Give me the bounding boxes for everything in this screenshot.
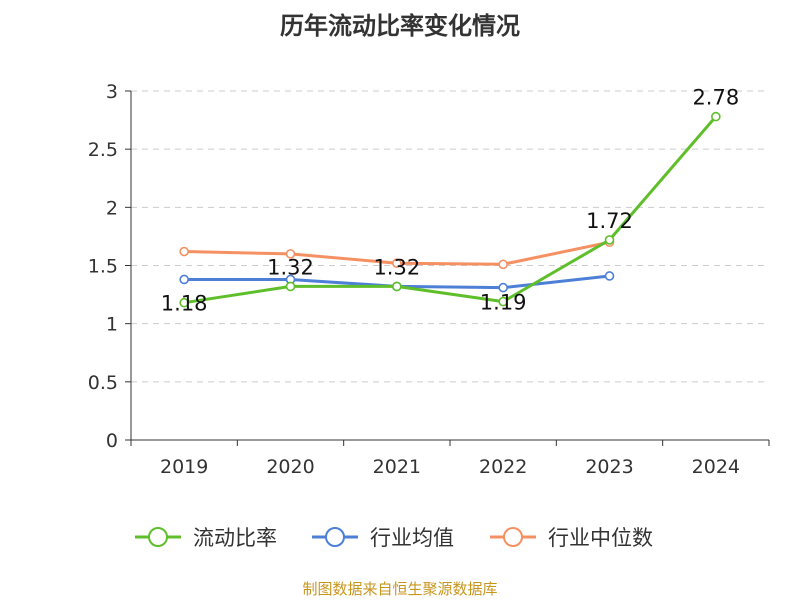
y-tick-label: 1 [106, 314, 118, 336]
data-point [392, 281, 402, 292]
data-label: 1.19 [480, 291, 527, 315]
series-line [183, 115, 717, 305]
x-tick-label: 2020 [266, 456, 314, 478]
y-tick-label: 1.5 [88, 256, 118, 278]
data-point [392, 258, 402, 268]
y-tick-label: 0.5 [88, 372, 118, 394]
legend-marker [148, 527, 168, 547]
y-tick-label: 2.5 [88, 139, 118, 161]
data-point [604, 235, 615, 245]
legend-label: 流动比率 [193, 526, 277, 550]
data-label: 1.72 [586, 209, 633, 233]
data-point [498, 259, 508, 270]
x-tick-label: 2023 [585, 456, 633, 478]
data-point [285, 249, 296, 259]
x-tick-label: 2024 [692, 456, 740, 478]
data-point [285, 281, 296, 292]
legend-label: 行业中位数 [548, 526, 653, 550]
data-label: 1.32 [373, 255, 420, 279]
chart-title: 历年流动比率变化情况 [280, 12, 520, 40]
x-tick-label: 2022 [479, 456, 527, 478]
x-tick-label: 2019 [160, 456, 208, 478]
data-point [498, 282, 508, 293]
data-label: 2.78 [692, 86, 739, 110]
data-label: 1.18 [161, 292, 208, 316]
data-point [498, 296, 508, 307]
y-tick-label: 3 [106, 81, 118, 103]
legend-label: 行业均值 [370, 526, 454, 550]
data-point [711, 111, 721, 122]
legend-marker [325, 527, 345, 547]
data-point [179, 297, 189, 308]
x-tick-label: 2021 [373, 456, 421, 478]
data-point [179, 246, 189, 257]
source-note: 制图数据来自恒生聚源数据库 [302, 580, 498, 598]
data-point [604, 271, 615, 281]
y-tick-label: 0 [106, 430, 118, 452]
legend-marker [503, 527, 523, 547]
y-tick-label: 2 [106, 197, 118, 219]
data-point [179, 274, 189, 285]
data-label: 1.32 [267, 255, 314, 279]
